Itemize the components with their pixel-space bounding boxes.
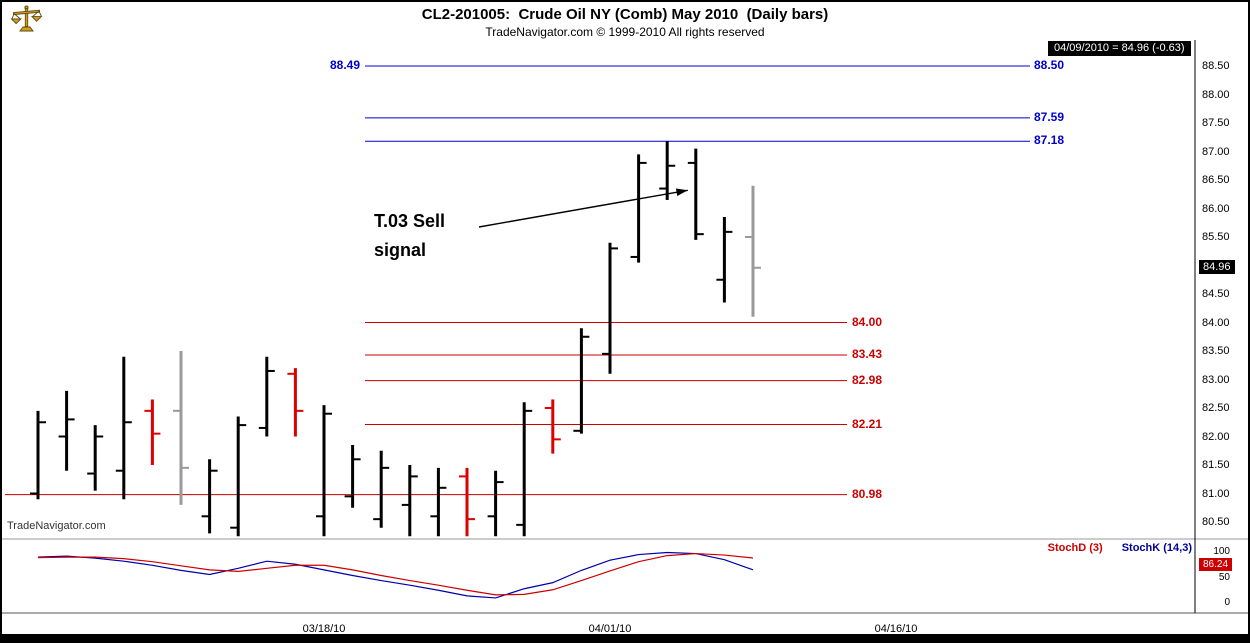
support-level-label: 82.98 <box>852 372 883 387</box>
price-axis-tick: 87.00 <box>1202 145 1230 158</box>
price-axis-tick: 80.50 <box>1202 516 1230 528</box>
sell-signal-arrowhead <box>675 188 688 196</box>
price-axis-tick: 88.50 <box>1202 60 1230 72</box>
price-axis-tick: 86.50 <box>1202 174 1230 186</box>
price-axis-tick: 83.50 <box>1202 345 1230 357</box>
gold-scales-icon[interactable] <box>9 4 45 34</box>
price-axis-tick: 84.00 <box>1202 316 1230 329</box>
stochd-label[interactable]: StochD (3) <box>1047 542 1103 554</box>
price-axis-tick: 81.50 <box>1202 459 1230 471</box>
chart-title: CL2-201005: Crude Oil NY (Comb) May 2010… <box>421 6 829 23</box>
last-quote-badge: 04/09/2010 = 84.96 (-0.63) <box>1048 41 1191 56</box>
stochk-line <box>37 551 754 599</box>
watermark-text: TradeNavigator.com <box>7 520 106 532</box>
sell-signal-annotation: T.03 Sell signal <box>374 211 446 260</box>
stoch-legend: StochD (3) StochK (14,3) <box>942 542 1192 554</box>
price-axis-tick: 87.50 <box>1202 117 1230 129</box>
stoch-axis-tick: 50 <box>1218 571 1230 583</box>
price-axis-tick: 82.50 <box>1202 402 1230 414</box>
stoch-axis-tick: 100 <box>1213 546 1230 557</box>
support-level-label: 83.43 <box>852 346 883 361</box>
date-axis-label: 03/18/10 <box>302 623 346 635</box>
stoch-axis-tick: 0 <box>1224 597 1230 608</box>
resistance-level-label: 87.59 <box>1034 109 1065 124</box>
stoch-value-badge: 86.24 <box>1199 558 1233 571</box>
price-axis-tick: 88.00 <box>1202 88 1230 101</box>
stochk-label[interactable]: StochK (14,3) <box>1121 542 1192 554</box>
date-axis-label: 04/16/10 <box>874 623 918 635</box>
price-axis-tick: 81.00 <box>1202 487 1230 500</box>
stochd-line <box>37 552 754 596</box>
price-axis-tick: 84.50 <box>1202 288 1230 300</box>
price-axis-tick: 86.00 <box>1202 202 1230 215</box>
resistance-level-label: 87.18 <box>1034 133 1065 148</box>
bottom-border-strip <box>2 634 1248 641</box>
last-price-badge: 84.96 <box>1199 260 1235 274</box>
price-axis-tick: 83.00 <box>1202 373 1230 386</box>
support-level-label: 82.21 <box>852 416 883 431</box>
resistance-level-label: 88.50 <box>1034 58 1065 72</box>
support-level-label: 80.98 <box>852 486 883 501</box>
price-axis-tick: 85.50 <box>1202 231 1230 243</box>
price-axis-tick: 82.00 <box>1202 430 1230 443</box>
sell-signal-arrow <box>478 189 688 228</box>
support-level-label: 84.00 <box>852 314 883 329</box>
date-axis-label: 04/01/10 <box>588 623 632 635</box>
chart-subtitle: TradeNavigator.com © 1999-2010 All right… <box>485 25 765 39</box>
resistance-level-label-left: 88.49 <box>329 58 360 72</box>
